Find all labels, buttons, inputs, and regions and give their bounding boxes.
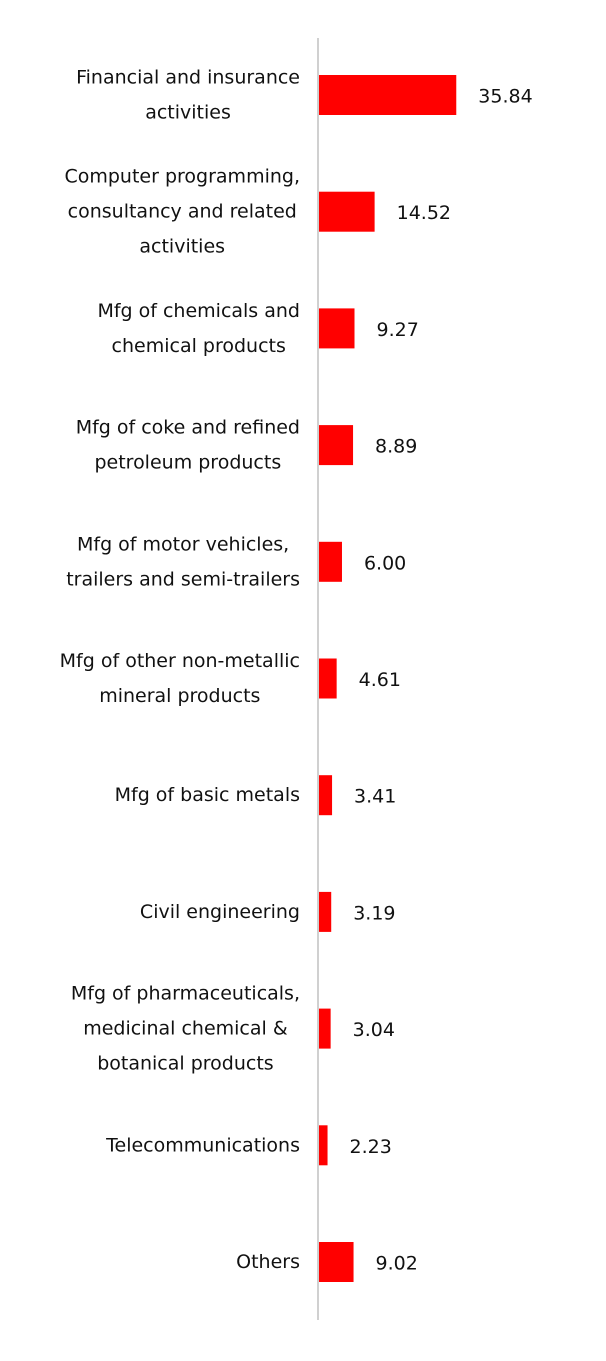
category-label: Mfg of coke and refined petroleum product… [76, 416, 300, 473]
value-label: 9.27 [377, 319, 419, 341]
category-label: Telecommunications [105, 1134, 300, 1156]
category-label: Financial and insurance activities [76, 66, 300, 123]
category-label: Mfg of pharmaceuticals, medicinal chemica… [71, 982, 300, 1074]
value-label: 8.89 [375, 436, 417, 458]
bar [319, 1008, 331, 1049]
value-label: 35.84 [478, 86, 532, 108]
category-label: Computer programming, consultancy and rel… [64, 165, 300, 257]
bar [319, 308, 355, 349]
bar [319, 891, 332, 932]
bar [319, 658, 337, 699]
category-label: Civil engineering [140, 900, 300, 922]
category-label: Mfg of motor vehicles, trailers and semi-… [66, 533, 300, 590]
value-label: 3.04 [353, 1019, 395, 1041]
bar [319, 191, 375, 232]
value-label: 3.19 [353, 902, 395, 924]
category-label: Mfg of basic metals [115, 784, 300, 806]
category-label: Others [236, 1251, 300, 1273]
bar [319, 1242, 354, 1282]
bar [319, 541, 342, 582]
bar [319, 425, 354, 466]
value-label: 14.52 [397, 202, 451, 224]
value-label: 6.00 [364, 552, 406, 574]
value-label: 9.02 [376, 1253, 418, 1275]
value-label: 2.23 [350, 1136, 392, 1158]
value-label: 4.61 [359, 669, 401, 691]
bar [319, 75, 457, 115]
category-label: Mfg of chemicals and chemical products [97, 299, 300, 356]
value-label: 3.41 [354, 786, 396, 808]
category-label: Mfg of other non-metallic mineral product… [60, 650, 300, 707]
bar [319, 1125, 328, 1166]
bar [319, 775, 333, 816]
